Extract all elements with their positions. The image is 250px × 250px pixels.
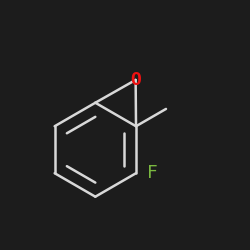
- Text: F: F: [147, 164, 158, 182]
- Text: O: O: [130, 71, 141, 89]
